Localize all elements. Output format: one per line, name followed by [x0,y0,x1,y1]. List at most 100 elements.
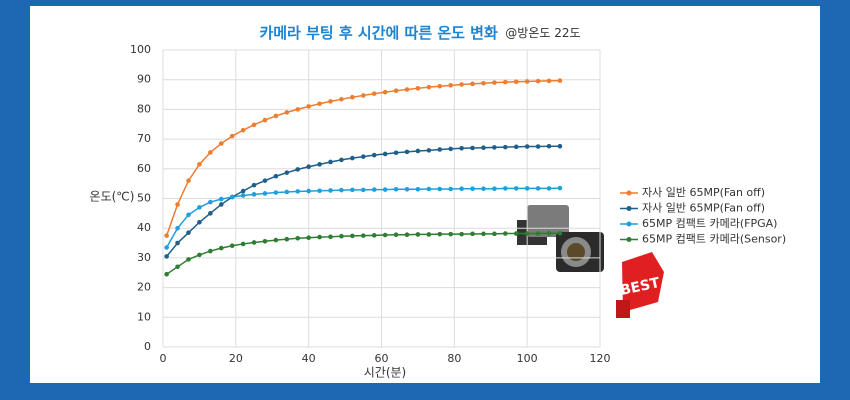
y-tick-label: 50 [137,192,151,205]
data-point [164,254,169,259]
data-point [350,187,355,193]
data-point [415,86,421,91]
y-tick-label: 70 [137,132,151,145]
data-point [175,202,180,207]
data-point [557,185,563,191]
data-point [229,243,235,249]
data-point [535,186,541,191]
data-point [371,187,377,192]
data-point [481,186,486,191]
data-point [448,231,453,237]
data-point [492,231,497,237]
data-point [371,91,377,96]
data-point [404,149,410,155]
data-point [459,231,464,237]
data-point [470,81,475,87]
chart-title: 카메라 부팅 후 시간에 따른 온도 변화 [259,24,498,42]
data-point [503,79,508,85]
data-point [513,79,519,85]
data-point [317,162,322,167]
data-point [284,236,290,242]
data-point [437,147,443,152]
data-point [328,159,333,165]
data-point [415,186,421,192]
chart-title-group: 카메라 부팅 후 시간에 따른 온도 변화 @방온도 22도 [259,24,580,42]
data-point [393,88,399,93]
data-point [240,241,246,247]
data-point [470,231,475,237]
data-point [459,146,464,151]
data-point [481,231,486,237]
data-point [371,233,377,238]
data-point [197,252,202,258]
data-point [448,146,453,152]
data-point [513,144,519,150]
data-point [382,187,388,192]
data-point [284,189,290,195]
x-tick-label: 80 [447,352,461,365]
data-point [295,235,301,241]
x-tick-label: 120 [590,352,611,365]
legend-marker [626,206,632,211]
y-tick-label: 40 [137,221,151,234]
data-point [317,188,322,194]
data-point [328,188,333,193]
legend-label: 65MP 컴팩트 카메라(Sensor) [642,233,786,246]
legend-label: 자사 일반 65MP(Fan off) [642,201,765,215]
data-point [448,186,453,192]
data-point [448,83,453,88]
y-tick-label: 0 [144,340,151,353]
data-point [186,257,191,262]
data-point [317,101,322,107]
data-point [524,144,530,149]
data-point [426,232,432,237]
data-point [262,117,268,123]
data-point [535,78,541,84]
data-point [503,186,508,191]
data-point [164,245,169,250]
data-point [557,230,563,236]
data-point [360,93,366,98]
data-point [513,186,519,191]
data-point [535,231,541,236]
data-point [328,234,333,240]
data-point [546,143,552,149]
data-point [273,173,279,179]
data-point [328,99,333,104]
data-point [240,127,246,133]
data-point [524,186,530,191]
data-point [546,230,552,236]
x-axis-label: 시간(분) [364,366,406,380]
panel [30,6,820,383]
data-point [404,186,410,192]
data-point [175,264,180,270]
data-point [350,233,355,239]
data-point [240,193,246,198]
data-point [164,271,169,277]
data-point [229,194,235,200]
data-point [393,150,399,156]
data-point [339,187,344,193]
data-point [164,233,169,238]
data-point [273,113,279,119]
y-tick-label: 20 [137,281,151,294]
data-point [437,186,443,192]
data-point [218,141,224,146]
y-axis-label: 온도(℃) [90,190,135,204]
data-point [339,97,344,102]
data-point [503,144,508,150]
data-point [546,186,552,191]
y-tick-label: 30 [137,251,151,264]
data-point [175,225,180,231]
data-point [459,82,464,87]
legend-marker [626,190,632,196]
data-point [306,164,311,170]
data-point [426,186,432,192]
data-point [197,205,202,210]
chart-subtitle: @방온도 22도 [505,26,580,40]
data-point [492,186,497,191]
y-tick-label: 80 [137,102,151,115]
data-point [186,230,191,235]
data-point [186,178,191,183]
